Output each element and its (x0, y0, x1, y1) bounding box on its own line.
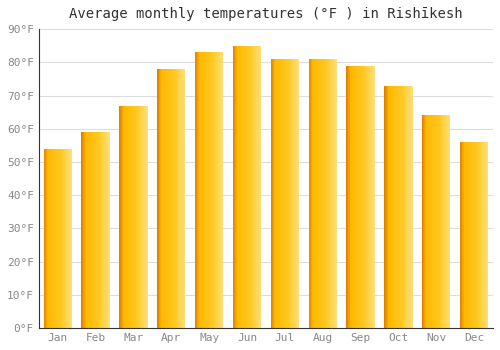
Title: Average monthly temperatures (°F ) in Rishīkesh: Average monthly temperatures (°F ) in Ri… (69, 7, 462, 21)
